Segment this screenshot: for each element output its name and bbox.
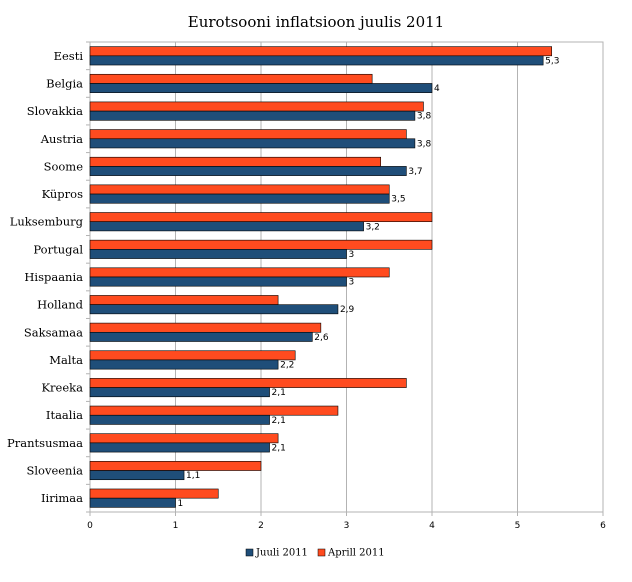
data-label-juuli-2011: 4 xyxy=(434,84,440,94)
bar-juuli-2011 xyxy=(89,138,416,149)
x-tick-labels: 0 1 2 3 4 5 6 xyxy=(87,521,606,531)
x-tick-label: 3 xyxy=(344,521,350,531)
legend-label: Aprill 2011 xyxy=(327,548,385,559)
data-label-juuli-2011: 3,5 xyxy=(391,195,405,205)
data-labels: 5,3 4 3,8 3,8 3,7 3,5 3,2 3 3 2,9 2,6 2,2 2,1 2,1 2,1 1… xyxy=(178,56,560,508)
category-label: Slovakkia xyxy=(27,104,83,118)
data-label-juuli-2011: 3,7 xyxy=(408,167,422,177)
bar-juuli-2011 xyxy=(89,221,364,232)
legend: Juuli 2011 Aprill 2011 xyxy=(245,548,385,559)
x-tick-label: 4 xyxy=(429,521,435,531)
data-label-juuli-2011: 1 xyxy=(178,499,184,509)
category-label: Itaalia xyxy=(46,408,83,422)
bar-juuli-2011 xyxy=(89,414,270,425)
data-label-juuli-2011: 3 xyxy=(349,278,355,288)
bar-juuli-2011 xyxy=(89,110,416,121)
bar-aprill-2011 xyxy=(89,295,279,305)
data-label-juuli-2011: 1,1 xyxy=(186,471,200,481)
bar-aprill-2011 xyxy=(89,239,433,250)
bar-juuli-2011 xyxy=(89,83,433,93)
category-label: Prantsusmaa xyxy=(7,436,83,450)
bar-aprill-2011 xyxy=(89,488,219,499)
bar-juuli-2011 xyxy=(89,55,544,66)
category-label: Portugal xyxy=(33,242,83,256)
bar-juuli-2011 xyxy=(89,166,407,176)
category-label: Eesti xyxy=(54,49,84,63)
chart-title: Eurotsooni inflatsioon juulis 2011 xyxy=(188,13,444,31)
bar-juuli-2011 xyxy=(89,276,347,287)
bar-juuli-2011 xyxy=(89,470,185,481)
bar-aprill-2011 xyxy=(89,322,322,333)
bar-aprill-2011 xyxy=(89,129,407,140)
bar-juuli-2011 xyxy=(89,249,347,259)
bar-aprill-2011 xyxy=(89,378,407,388)
bar-juuli-2011 xyxy=(89,442,270,453)
bar-aprill-2011 xyxy=(89,184,390,195)
data-label-juuli-2011: 3,8 xyxy=(417,139,432,149)
bar-juuli-2011 xyxy=(89,359,279,370)
category-label: Austria xyxy=(40,132,83,146)
bar-juuli-2011 xyxy=(89,304,339,315)
bar-juuli-2011 xyxy=(89,387,270,398)
category-label: Soome xyxy=(44,159,84,173)
bar-aprill-2011 xyxy=(89,433,279,444)
bar-aprill-2011 xyxy=(89,461,262,471)
data-label-juuli-2011: 2,1 xyxy=(272,443,286,453)
bar-aprill-2011 xyxy=(89,350,296,361)
category-label: Belgia xyxy=(46,76,83,90)
x-tick-label: 6 xyxy=(600,521,606,531)
category-label: Küpros xyxy=(42,187,84,201)
bar-aprill-2011 xyxy=(89,73,373,84)
category-label: Holland xyxy=(37,298,84,312)
legend-label: Juuli 2011 xyxy=(255,548,308,559)
data-label-juuli-2011: 2,1 xyxy=(272,388,286,398)
category-label: Sloveenia xyxy=(26,464,83,478)
bar-juuli-2011 xyxy=(89,497,176,508)
bar-aprill-2011 xyxy=(89,212,433,223)
bar-aprill-2011 xyxy=(89,46,553,57)
category-labels: Eesti Belgia Slovakkia Austria Soome Küpros Lu… xyxy=(7,49,84,505)
bar-aprill-2011 xyxy=(89,405,339,416)
data-label-juuli-2011: 2,9 xyxy=(340,305,355,315)
bars xyxy=(89,46,553,508)
x-tick-label: 1 xyxy=(173,521,179,531)
x-tick-label: 2 xyxy=(258,521,264,531)
data-label-juuli-2011: 3 xyxy=(349,250,355,260)
data-label-juuli-2011: 2,1 xyxy=(272,416,286,426)
data-label-juuli-2011: 2,2 xyxy=(280,361,294,371)
bar-juuli-2011 xyxy=(89,193,390,204)
category-label: Luksemburg xyxy=(10,215,84,229)
data-label-juuli-2011: 5,3 xyxy=(545,56,559,66)
data-label-juuli-2011: 3,2 xyxy=(366,222,380,232)
data-label-juuli-2011: 2,6 xyxy=(314,333,329,343)
legend-swatch xyxy=(245,548,254,557)
x-tick-label: 0 xyxy=(87,521,93,531)
x-tick-label: 5 xyxy=(515,521,521,531)
bar-aprill-2011 xyxy=(89,156,382,167)
category-label: Iirimaa xyxy=(41,491,83,505)
category-label: Kreeka xyxy=(41,381,83,395)
bar-juuli-2011 xyxy=(89,331,313,342)
bar-aprill-2011 xyxy=(89,101,424,112)
bar-aprill-2011 xyxy=(89,267,390,278)
data-label-juuli-2011: 3,8 xyxy=(417,112,432,122)
category-label: Malta xyxy=(49,353,83,367)
category-label: Hispaania xyxy=(24,270,83,284)
legend-swatch xyxy=(317,548,326,557)
category-label: Saksamaa xyxy=(24,325,83,339)
